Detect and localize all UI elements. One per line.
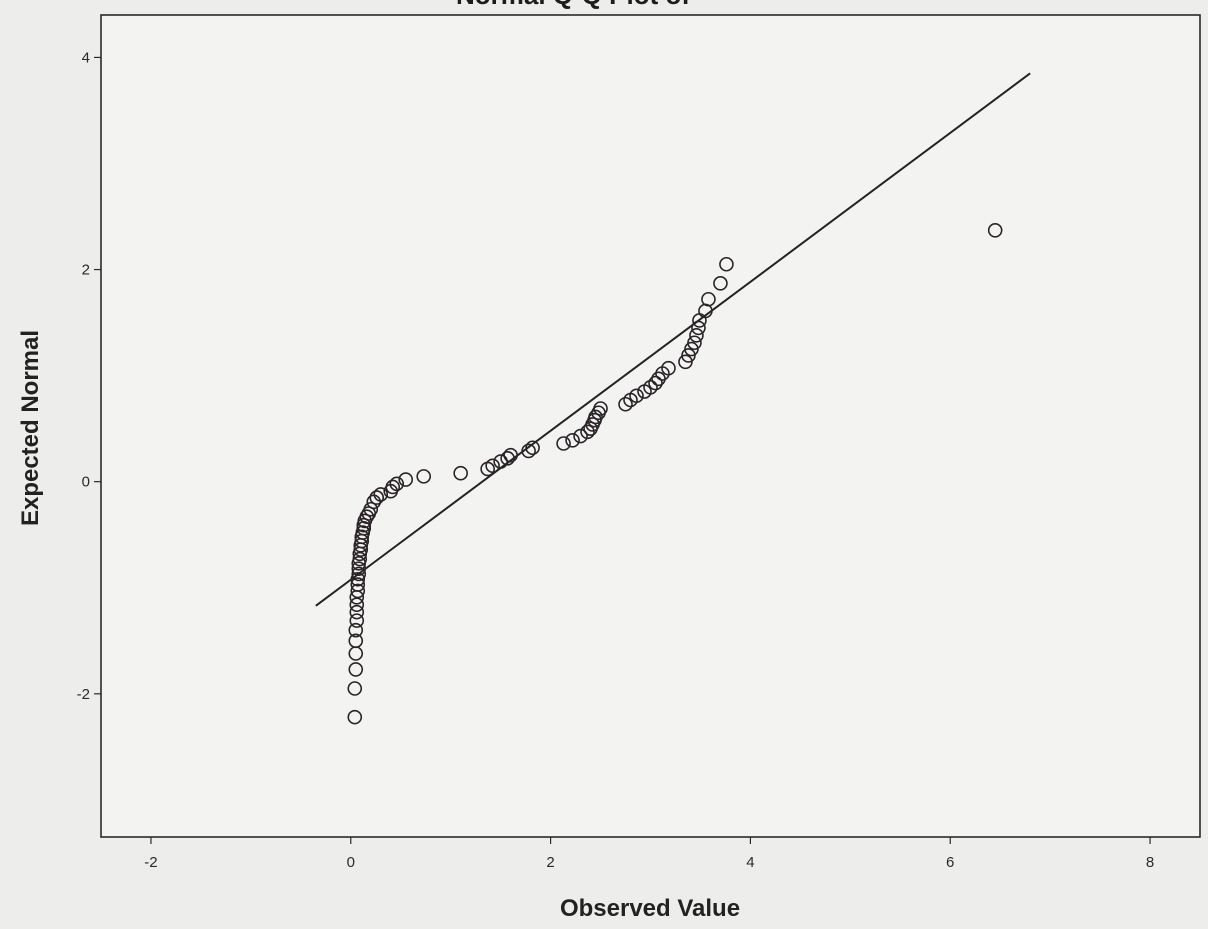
y-axis-ticks: -2 0 2 4: [77, 49, 101, 703]
data-point: [348, 662, 364, 677]
data-point: [500, 451, 515, 466]
data-point: [701, 291, 716, 307]
data-point: [351, 566, 367, 582]
data-point: [565, 433, 580, 448]
y-tick-label: -2: [77, 686, 90, 703]
data-point: [713, 276, 728, 291]
data-point: [573, 428, 588, 444]
data-point: [416, 469, 432, 484]
data-point: [398, 472, 414, 487]
y-tick-label: 0: [82, 474, 90, 491]
data-point: [485, 458, 500, 474]
data-point: [719, 256, 734, 272]
data-point: [363, 501, 379, 517]
x-tick-label: 8: [1146, 854, 1154, 871]
x-tick-label: 4: [746, 854, 754, 871]
data-point: [373, 487, 389, 502]
data-point: [689, 328, 704, 343]
data-point: [691, 320, 706, 336]
data-point: [347, 681, 363, 696]
x-tick-label: 6: [946, 854, 954, 871]
chart-title: Normal Q-Q Plot of: [456, 0, 690, 10]
data-point: [453, 465, 468, 481]
data-point: [349, 604, 365, 620]
data-point: [643, 379, 658, 395]
data-point: [580, 424, 595, 440]
data-point: [350, 571, 366, 587]
plot-area: [100, 14, 1201, 838]
reference-line-layer: [315, 72, 1031, 607]
data-point: [385, 479, 401, 495]
x-tick-label: 0: [347, 854, 355, 871]
data-point: [359, 509, 375, 524]
data-point: [521, 443, 536, 459]
data-point: [556, 436, 571, 451]
data-point: [389, 476, 405, 492]
data-point: [347, 709, 363, 725]
reference-line: [315, 72, 1031, 607]
y-tick-label: 4: [82, 49, 90, 66]
data-point: [987, 223, 1003, 238]
data-point: [503, 447, 518, 463]
data-point: [350, 577, 366, 592]
data-point: [350, 583, 366, 599]
data-point: [687, 335, 702, 351]
data-point: [648, 375, 663, 391]
data-point: [348, 622, 364, 638]
data-point: [349, 597, 365, 613]
x-tick-label: 2: [546, 854, 554, 871]
y-axis-title: Expected Normal: [17, 330, 44, 526]
x-axis-title: Observed Value: [560, 895, 740, 922]
x-tick-label: -2: [144, 854, 157, 871]
data-point: [629, 388, 644, 404]
data-point: [618, 396, 633, 412]
data-point: [351, 561, 367, 576]
data-point: [593, 401, 608, 416]
data-point: [369, 490, 385, 505]
x-axis-ticks: -2 0 2 4 6 8: [144, 837, 1154, 871]
data-point: [661, 360, 676, 376]
data-points-layer: [347, 223, 1003, 725]
y-tick-label: 2: [82, 262, 90, 279]
data-point: [588, 409, 603, 425]
data-point: [352, 551, 368, 567]
data-point: [525, 440, 540, 456]
data-point: [348, 633, 364, 649]
data-point: [349, 613, 365, 628]
